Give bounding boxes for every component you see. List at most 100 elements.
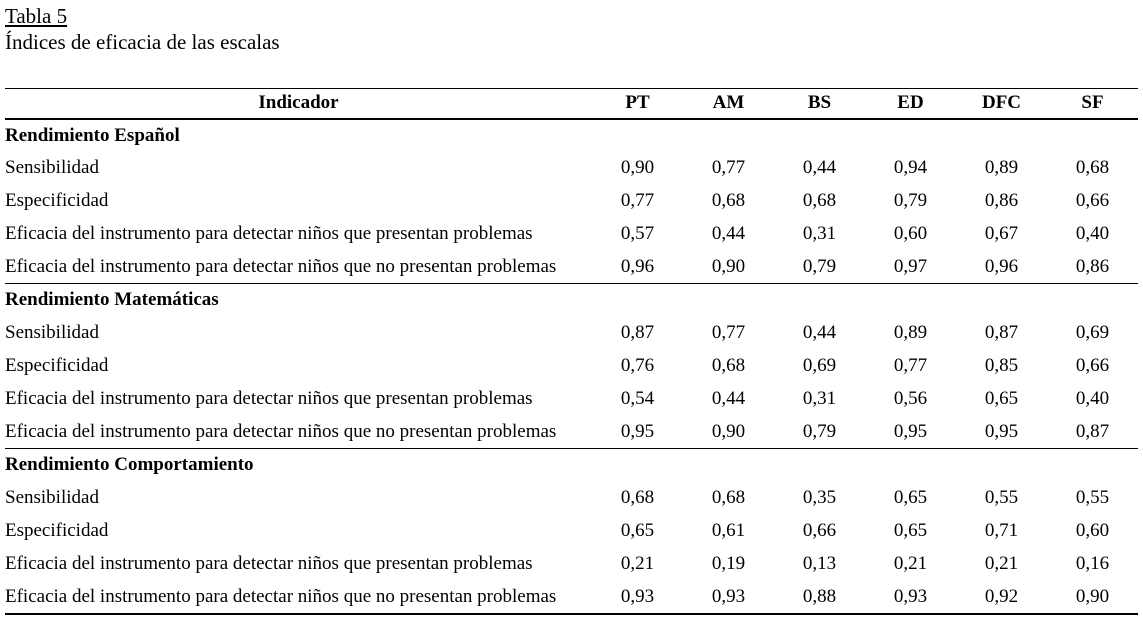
value-cell: 0,87 [984, 322, 1019, 343]
value-cell: 0,87 [620, 322, 655, 343]
value-cell: 0,65 [620, 520, 655, 541]
value-cell: 0,95 [893, 420, 928, 442]
value-cell: 0,77 [620, 190, 655, 211]
value-cell: 0,93 [620, 585, 655, 607]
value-cell: 0,86 [984, 190, 1019, 211]
value-cell: 0,79 [893, 190, 928, 211]
value-cell: 0,55 [984, 487, 1019, 508]
value-cell: 0,44 [802, 157, 837, 178]
header-row: Indicador PT AM BS ED DFC SF [5, 89, 1138, 119]
indicator-row: Sensibilidad 0,68 0,68 0,35 0,65 0,55 0,… [5, 482, 1138, 515]
column-header-am: AM [712, 92, 745, 114]
value-cell: 0,60 [893, 223, 928, 244]
value-cell: 0,88 [802, 585, 837, 607]
value-cell: 0,96 [620, 255, 655, 277]
section-header-row: Rendimiento Español [5, 119, 1138, 152]
value-cell: 0,71 [984, 520, 1019, 541]
value-cell: 0,92 [984, 585, 1019, 607]
value-cell: 0,95 [984, 420, 1019, 442]
value-cell: 0,96 [984, 255, 1019, 277]
value-cell: 0,77 [893, 355, 928, 376]
value-cell: 0,65 [893, 487, 928, 508]
section-title: Rendimiento Matemáticas [5, 289, 219, 311]
value-cell: 0,93 [711, 585, 746, 607]
value-cell: 0,66 [1075, 355, 1110, 376]
table-caption: Índices de eficacia de las escalas [5, 30, 280, 54]
column-header-pt: PT [625, 92, 650, 114]
value-cell: 0,85 [984, 355, 1019, 376]
indicator-row: Eficacia del instrumento para detectar n… [5, 218, 1138, 251]
indicator-label: Sensibilidad [5, 487, 99, 508]
value-cell: 0,54 [620, 388, 655, 409]
value-cell: 0,44 [711, 388, 746, 409]
indicator-label: Especificidad [5, 355, 109, 376]
indicator-row: Sensibilidad 0,90 0,77 0,44 0,94 0,89 0,… [5, 152, 1138, 185]
value-cell: 0,90 [711, 255, 746, 277]
value-cell: 0,87 [1075, 420, 1110, 442]
column-header-indicador: Indicador [258, 92, 339, 114]
value-cell: 0,13 [802, 553, 837, 574]
indicator-row: Eficacia del instrumento para detectar n… [5, 581, 1138, 614]
value-cell: 0,60 [1075, 520, 1110, 541]
value-cell: 0,67 [984, 223, 1019, 244]
value-cell: 0,66 [802, 520, 837, 541]
value-cell: 0,40 [1075, 223, 1110, 244]
value-cell: 0,65 [893, 520, 928, 541]
value-cell: 0,61 [711, 520, 746, 541]
section-title: Rendimiento Comportamiento [5, 454, 254, 476]
value-cell: 0,90 [620, 157, 655, 178]
value-cell: 0,68 [802, 190, 837, 211]
value-cell: 0,66 [1075, 190, 1110, 211]
value-cell: 0,93 [893, 585, 928, 607]
indicator-row: Eficacia del instrumento para detectar n… [5, 251, 1138, 284]
value-cell: 0,56 [893, 388, 928, 409]
value-cell: 0,76 [620, 355, 655, 376]
value-cell: 0,69 [802, 355, 837, 376]
indicator-label: Especificidad [5, 520, 109, 541]
value-cell: 0,77 [711, 157, 746, 178]
value-cell: 0,31 [802, 388, 837, 409]
value-cell: 0,44 [802, 322, 837, 343]
indicator-label: Eficacia del instrumento para detectar n… [5, 223, 533, 244]
indicator-row: Eficacia del instrumento para detectar n… [5, 383, 1138, 416]
indicator-label: Eficacia del instrumento para detectar n… [5, 553, 533, 574]
value-cell: 0,90 [1075, 585, 1110, 607]
indicator-label: Sensibilidad [5, 157, 99, 178]
value-cell: 0,21 [984, 553, 1019, 574]
value-cell: 0,55 [1075, 487, 1110, 508]
value-cell: 0,89 [984, 157, 1019, 178]
value-cell: 0,57 [620, 223, 655, 244]
efficacy-table: Indicador PT AM BS ED DFC SF Rendimiento… [5, 88, 1138, 615]
value-cell: 0,16 [1075, 553, 1110, 574]
value-cell: 0,68 [711, 487, 746, 508]
column-header-ed: ED [897, 92, 924, 114]
value-cell: 0,94 [893, 157, 928, 178]
section-header-row: Rendimiento Matemáticas [5, 283, 1138, 317]
table-number-title: Tabla 5 [5, 4, 68, 28]
value-cell: 0,68 [711, 190, 746, 211]
indicator-label: Eficacia del instrumento para detectar n… [5, 420, 557, 442]
section-title: Rendimiento Español [5, 124, 180, 146]
column-header-sf: SF [1081, 92, 1104, 114]
indicator-row: Especificidad 0,76 0,68 0,69 0,77 0,85 0… [5, 350, 1138, 383]
value-cell: 0,68 [711, 355, 746, 376]
value-cell: 0,90 [711, 420, 746, 442]
indicator-row: Especificidad 0,65 0,61 0,66 0,65 0,71 0… [5, 515, 1138, 548]
indicator-row: Especificidad 0,77 0,68 0,68 0,79 0,86 0… [5, 185, 1138, 218]
indicator-label: Sensibilidad [5, 322, 99, 343]
value-cell: 0,95 [620, 420, 655, 442]
indicator-label: Especificidad [5, 190, 109, 211]
value-cell: 0,19 [711, 553, 746, 574]
indicator-label: Eficacia del instrumento para detectar n… [5, 388, 533, 409]
value-cell: 0,68 [1075, 157, 1110, 178]
value-cell: 0,79 [802, 420, 837, 442]
value-cell: 0,86 [1075, 255, 1110, 277]
value-cell: 0,44 [711, 223, 746, 244]
section-header-row: Rendimiento Comportamiento [5, 448, 1138, 482]
value-cell: 0,89 [893, 322, 928, 343]
value-cell: 0,97 [893, 255, 928, 277]
indicator-row: Eficacia del instrumento para detectar n… [5, 416, 1138, 449]
value-cell: 0,77 [711, 322, 746, 343]
indicator-label: Eficacia del instrumento para detectar n… [5, 255, 557, 277]
